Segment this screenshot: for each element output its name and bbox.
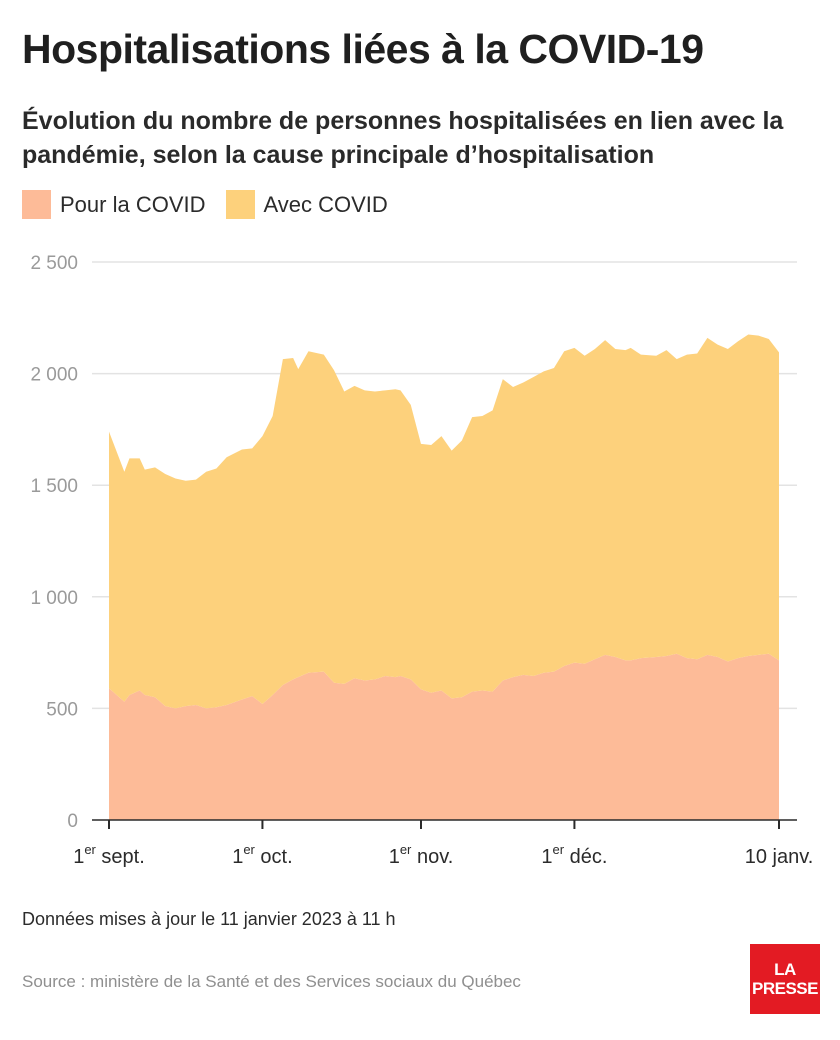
- y-tick-label-1000: 1 000: [30, 588, 78, 609]
- y-tick-label-2000: 2 000: [30, 365, 78, 386]
- x-tick-label-0: 1er sept.: [73, 842, 145, 868]
- chart-subtitle: Évolution du nombre de personnes hospita…: [22, 107, 784, 169]
- x-tick-label-3: 1er déc.: [541, 842, 607, 868]
- area-series-1: [109, 334, 779, 709]
- y-tick-label-1500: 1 500: [30, 476, 78, 497]
- update-note: Données mises à jour le 11 janvier 2023 …: [22, 909, 396, 929]
- legend-label-pour-la-covid: Pour la COVID: [60, 191, 206, 217]
- legend-item-avec-covid: Avec COVID: [225, 190, 388, 219]
- x-tick-label-1: 1er oct.: [232, 842, 292, 868]
- logo-line-2: PRESSE: [752, 979, 818, 998]
- legend: Pour la COVID Avec COVID: [22, 190, 408, 219]
- x-tick-label-2: 1er nov.: [389, 842, 454, 868]
- logo-line-1: LA: [774, 960, 796, 979]
- source-note: Source : ministère de la Santé et des Se…: [22, 972, 521, 991]
- legend-swatch-pour-la-covid: [22, 190, 51, 219]
- y-tick-label-0: 0: [67, 811, 78, 832]
- legend-item-pour-la-covid: Pour la COVID: [22, 190, 206, 219]
- y-tick-label-2500: 2 500: [30, 253, 78, 274]
- x-tick-label-4: 10 janv.: [745, 846, 814, 868]
- y-tick-label-500: 500: [46, 699, 78, 720]
- la-presse-logo: LA PRESSE: [750, 944, 820, 1014]
- chart-title: Hospitalisations liées à la COVID-19: [22, 26, 704, 72]
- area-series-0: [109, 653, 779, 820]
- legend-swatch-avec-covid: [225, 190, 255, 219]
- legend-label-avec-covid: Avec COVID: [263, 191, 388, 217]
- stacked-area-chart: 0 500 1 000 1 500 2 000 2 500 1er sept. 1er oct…: [30, 253, 814, 868]
